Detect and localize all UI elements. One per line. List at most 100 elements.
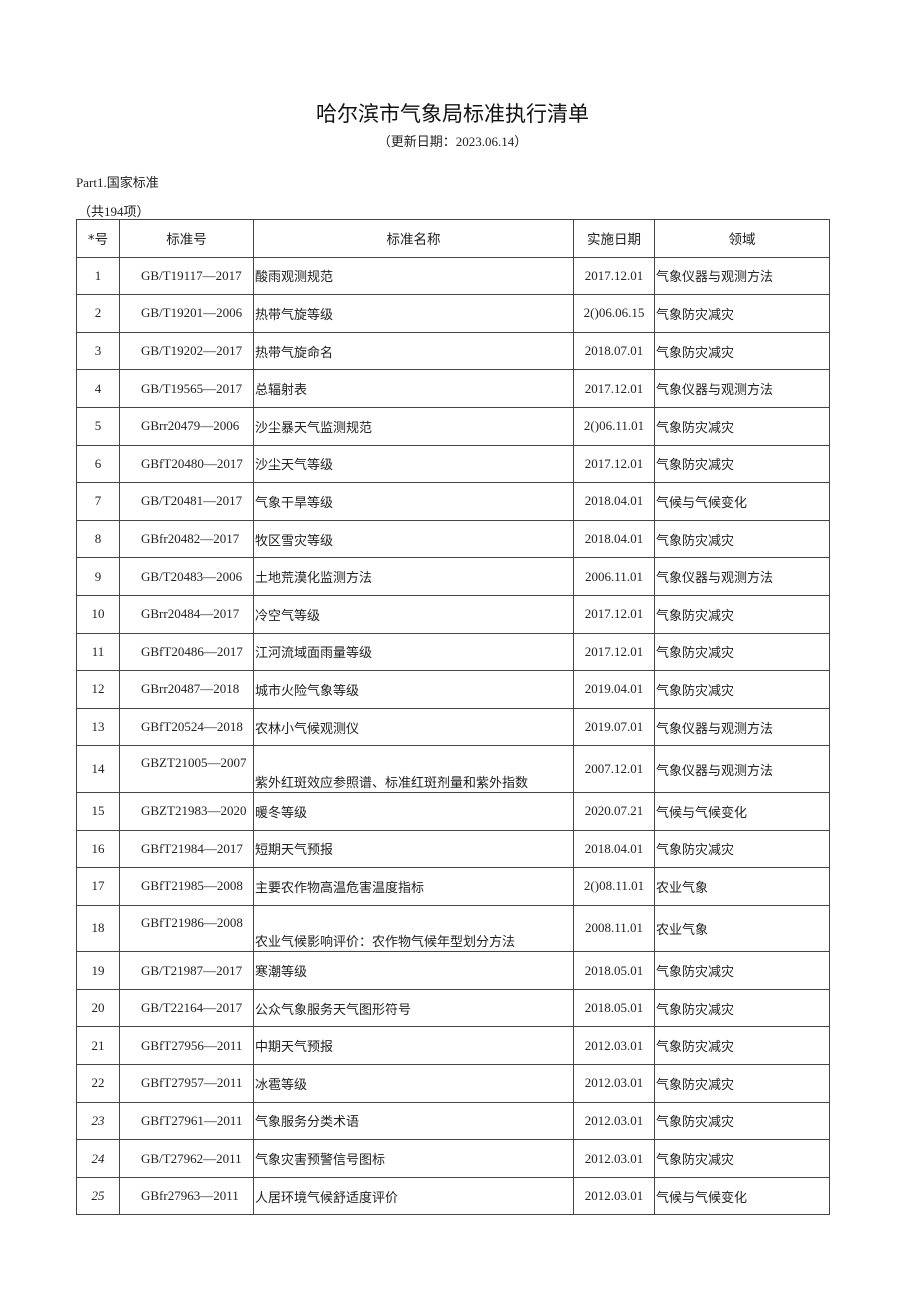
cell-code: GBfT27957—2011 <box>119 1064 254 1103</box>
cell-name: 气象服务分类术语 <box>253 1101 574 1141</box>
cell-no: 4 <box>76 369 120 408</box>
cell-field: 气象防灾减灾 <box>654 331 830 371</box>
table-row: 19 GB/T21987—2017 寒潮等级 2018.05.01 气象防灾减灾 <box>76 951 830 990</box>
cell-name: 热带气旋命名 <box>253 331 574 371</box>
cell-field: 农业气象 <box>654 904 830 953</box>
cell-code: GBfr27963—2011 <box>119 1176 254 1216</box>
cell-date: 2007.12.01 <box>573 745 655 793</box>
cell-no: 18 <box>76 904 120 953</box>
cell-code: GBfT27956—2011 <box>119 1026 254 1066</box>
cell-code: GB/T21987—2017 <box>119 951 254 990</box>
cell-no: 3 <box>76 331 120 371</box>
table-row: 24 GB/T27962—2011 气象灾害预警信号图标 2012.03.01 气象防灾… <box>76 1139 830 1178</box>
cell-code: GBfT21986—2008 <box>119 904 254 953</box>
cell-code: GB/T20483—2006 <box>119 557 254 596</box>
table-row: 5 GBrr20479—2006 沙尘暴天气监测规范 2()06.11.01 气象防灾减… <box>76 406 830 446</box>
cell-date: 2018.07.01 <box>573 331 655 371</box>
table-row: 3 GB/T19202—2017 热带气旋命名 2018.07.01 气象防灾减灾 <box>76 331 830 371</box>
cell-field: 气象防灾减灾 <box>654 594 830 634</box>
cell-code: GBfT21984—2017 <box>119 829 254 869</box>
cell-field: 气象防灾减灾 <box>654 1064 830 1103</box>
cell-no: 9 <box>76 557 120 596</box>
cell-name: 气象干旱等级 <box>253 482 574 521</box>
cell-code: GB/T27962—2011 <box>119 1139 254 1178</box>
cell-field: 气象防灾减灾 <box>654 1101 830 1141</box>
cell-name: 沙尘天气等级 <box>253 444 574 484</box>
table-row: 12 GBrr20487—2018 城市火险气象等级 2019.04.01 气象防灾减灾 <box>76 670 830 709</box>
cell-no: 5 <box>76 406 120 446</box>
cell-date: 2019.07.01 <box>573 707 655 747</box>
cell-field: 气象仪器与观测方法 <box>654 369 830 408</box>
cell-date: 2012.03.01 <box>573 1176 655 1216</box>
cell-name: 酸雨观测规范 <box>253 256 574 296</box>
item-count: （共194项） <box>78 204 150 219</box>
cell-date: 2006.11.01 <box>573 557 655 596</box>
cell-date: 2()08.11.01 <box>573 867 655 906</box>
standards-table: *号 标准号 标准名称 实施日期 领域 1 GB/T19117—2017 酸雨观测规… <box>76 219 830 1216</box>
cell-name: 冰雹等级 <box>253 1064 574 1103</box>
table-row: 21 GBfT27956—2011 中期天气预报 2012.03.01 气象防灾减灾 <box>76 1026 830 1066</box>
cell-name: 牧区雪灾等级 <box>253 519 574 559</box>
cell-no: 13 <box>76 707 120 747</box>
cell-date: 2018.05.01 <box>573 951 655 990</box>
cell-date: 2012.03.01 <box>573 1139 655 1178</box>
cell-no: 20 <box>76 988 120 1028</box>
cell-code: GBZT21983—2020 <box>119 791 254 831</box>
cell-name: 气象灾害预警信号图标 <box>253 1139 574 1178</box>
cell-no: 17 <box>76 867 120 906</box>
page-title: 哈尔滨市气象局标准执行清单 <box>316 102 589 126</box>
cell-code: GB/T19201—2006 <box>119 294 254 333</box>
table-row: 23 GBfT27961—2011 气象服务分类术语 2012.03.01 气象防灾减灾 <box>76 1101 830 1141</box>
table-row: 8 GBfr20482—2017 牧区雪灾等级 2018.04.01 气象防灾减灾 <box>76 519 830 559</box>
header-code: 标准号 <box>119 219 254 258</box>
cell-code: GBfT27961—2011 <box>119 1101 254 1141</box>
cell-no: 1 <box>76 256 120 296</box>
cell-no: 15 <box>76 791 120 831</box>
cell-no: 7 <box>76 482 120 521</box>
cell-name: 土地荒漠化监测方法 <box>253 557 574 596</box>
cell-field: 气象防灾减灾 <box>654 670 830 709</box>
table-row: 18 GBfT21986—2008 农业气候影响评价：农作物气候年型划分方法 2008… <box>76 904 830 953</box>
table-row: 7 GB/T20481—2017 气象干旱等级 2018.04.01 气候与气候变化 <box>76 482 830 521</box>
cell-date: 2()06.06.15 <box>573 294 655 333</box>
cell-date: 2017.12.01 <box>573 369 655 408</box>
cell-no: 23 <box>76 1101 120 1141</box>
cell-field: 气象防灾减灾 <box>654 988 830 1028</box>
header-no: *号 <box>76 219 120 258</box>
cell-code: GBfT20486—2017 <box>119 632 254 672</box>
cell-name: 热带气旋等级 <box>253 294 574 333</box>
header-date: 实施日期 <box>573 219 655 258</box>
cell-name: 农林小气候观测仪 <box>253 707 574 747</box>
cell-name: 公众气象服务天气图形符号 <box>253 988 574 1028</box>
table-row: 10 GBrr20484—2017 冷空气等级 2017.12.01 气象防灾减灾 <box>76 594 830 634</box>
cell-no: 22 <box>76 1064 120 1103</box>
cell-code: GBfT21985—2008 <box>119 867 254 906</box>
header-field: 领域 <box>654 219 830 258</box>
table-row: 20 GB/T22164—2017 公众气象服务天气图形符号 2018.05.01 气象… <box>76 988 830 1028</box>
cell-code: GB/T22164—2017 <box>119 988 254 1028</box>
table-row: 17 GBfT21985—2008 主要农作物高温危害温度指标 2()08.11.01… <box>76 867 830 906</box>
cell-field: 气象防灾减灾 <box>654 1139 830 1178</box>
cell-field: 气象仪器与观测方法 <box>654 557 830 596</box>
cell-date: 2017.12.01 <box>573 444 655 484</box>
cell-name: 主要农作物高温危害温度指标 <box>253 867 574 906</box>
table-row: 9 GB/T20483—2006 土地荒漠化监测方法 2006.11.01 气象仪器与观… <box>76 557 830 596</box>
table-row: 1 GB/T19117—2017 酸雨观测规范 2017.12.01 气象仪器与观测方法 <box>76 256 830 296</box>
cell-field: 气象仪器与观测方法 <box>654 707 830 747</box>
section-label: Part1.国家标准 <box>76 175 159 190</box>
cell-name: 冷空气等级 <box>253 594 574 634</box>
cell-field: 气候与气候变化 <box>654 1176 830 1216</box>
cell-field: 气象防灾减灾 <box>654 632 830 672</box>
cell-field: 气象仪器与观测方法 <box>654 256 830 296</box>
table-header-row: *号 标准号 标准名称 实施日期 领域 <box>76 219 830 258</box>
cell-date: 2012.03.01 <box>573 1026 655 1066</box>
cell-date: 2()06.11.01 <box>573 406 655 446</box>
cell-no: 19 <box>76 951 120 990</box>
cell-name: 城市火险气象等级 <box>253 670 574 709</box>
cell-code: GBfT20524—2018 <box>119 707 254 747</box>
cell-no: 14 <box>76 745 120 793</box>
update-date: （更新日期：2023.06.14） <box>377 134 528 149</box>
cell-code: GBfT20480—2017 <box>119 444 254 484</box>
table-row: 15 GBZT21983—2020 暖冬等级 2020.07.21 气候与气候变化 <box>76 791 830 831</box>
cell-no: 25 <box>76 1176 120 1216</box>
